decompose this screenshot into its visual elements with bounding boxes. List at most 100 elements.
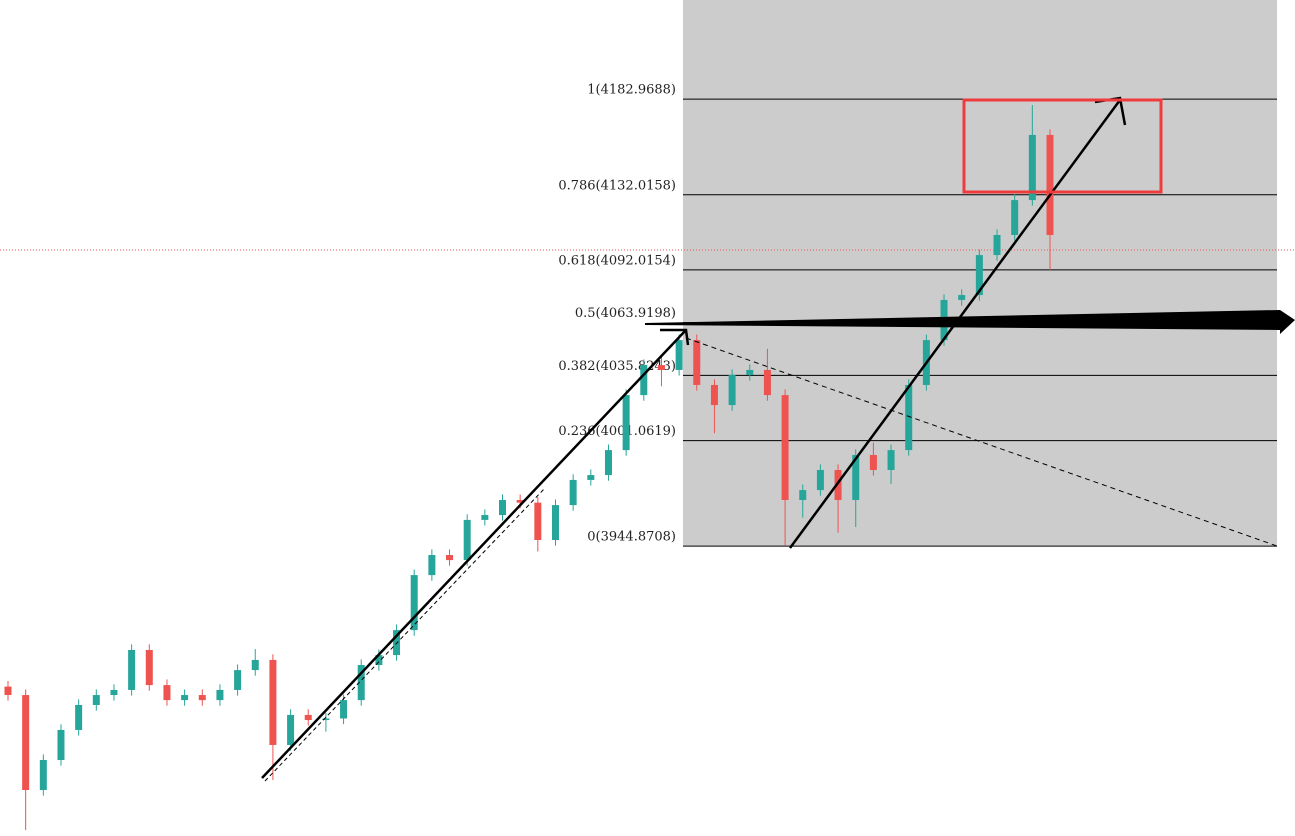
candle xyxy=(710,379,718,434)
candle-body xyxy=(357,665,365,701)
candle-body xyxy=(622,395,630,451)
candle-body xyxy=(446,555,454,561)
candle xyxy=(163,679,171,706)
candle-body xyxy=(128,649,136,690)
candle-body xyxy=(781,395,789,501)
candle xyxy=(604,444,612,481)
candle xyxy=(145,644,153,691)
candle xyxy=(234,664,242,696)
candle xyxy=(746,364,754,381)
candle xyxy=(799,484,807,518)
thick-arrow xyxy=(645,310,1295,334)
candle xyxy=(887,444,895,484)
candle-body xyxy=(340,700,348,719)
candle xyxy=(852,449,860,528)
candle-body xyxy=(993,234,1001,256)
candle-body xyxy=(834,469,842,501)
candle xyxy=(198,689,206,706)
candle-body xyxy=(905,384,913,451)
candle xyxy=(728,369,736,411)
candle xyxy=(287,709,295,751)
candle-body xyxy=(304,714,312,721)
candle-body xyxy=(287,714,295,745)
candle-body xyxy=(39,759,47,791)
candle xyxy=(958,289,966,306)
candle-body xyxy=(587,475,595,480)
candle-body xyxy=(975,255,983,296)
candle-body xyxy=(693,340,701,385)
candle-body xyxy=(163,685,171,701)
candle-body xyxy=(198,695,206,701)
candle-body xyxy=(551,505,559,541)
candle xyxy=(640,359,648,401)
candle-body xyxy=(145,649,153,686)
candle xyxy=(110,684,118,701)
candle xyxy=(57,724,65,766)
candle-body xyxy=(816,469,824,491)
candle-body xyxy=(22,695,30,791)
candle-body xyxy=(322,718,330,721)
fib-level-label: 0.618(4092.0154) xyxy=(558,253,676,268)
candle-body xyxy=(410,575,418,631)
candle xyxy=(410,569,418,636)
candle xyxy=(39,754,47,796)
candle-body xyxy=(710,384,718,406)
candle-body xyxy=(234,670,242,690)
candle-body xyxy=(852,454,860,501)
candle xyxy=(869,442,877,476)
candle-body xyxy=(569,479,577,506)
candle xyxy=(181,689,189,706)
candle xyxy=(587,469,595,486)
candle-body xyxy=(516,500,524,503)
candle xyxy=(251,649,259,676)
candle-body xyxy=(463,519,471,561)
trend-line-dashed xyxy=(264,487,546,782)
candle xyxy=(675,334,683,376)
candle-body xyxy=(534,502,542,541)
candle xyxy=(481,509,489,526)
candle-body xyxy=(640,365,648,396)
candle xyxy=(393,624,401,661)
candle-body xyxy=(393,630,401,656)
candle xyxy=(569,474,577,511)
candle xyxy=(534,497,542,552)
candle xyxy=(693,334,701,391)
candle-body xyxy=(499,500,507,516)
candle xyxy=(834,464,842,533)
candle-body xyxy=(428,555,436,576)
drawings xyxy=(261,96,1295,782)
arrow-head xyxy=(660,328,690,346)
candle xyxy=(1011,194,1019,241)
candle-body xyxy=(728,375,736,406)
candle-body xyxy=(75,704,83,730)
candle xyxy=(816,464,824,496)
candle xyxy=(657,356,665,387)
candle-body xyxy=(110,689,118,696)
candle xyxy=(905,379,913,456)
candle-body xyxy=(92,695,100,705)
candle-body xyxy=(4,686,12,696)
candle xyxy=(269,654,277,781)
candle-body xyxy=(869,454,877,470)
candle xyxy=(304,709,312,726)
candle-body xyxy=(958,295,966,300)
candle xyxy=(1028,105,1036,206)
candle xyxy=(1046,129,1054,270)
candle-body xyxy=(57,729,65,760)
candle-body xyxy=(887,450,895,470)
candle-body xyxy=(799,490,807,501)
candle xyxy=(463,514,471,566)
candle-body xyxy=(1011,200,1019,235)
fib-level-label: 0.5(4063.9198) xyxy=(575,306,676,321)
candle xyxy=(22,689,30,831)
candle-body xyxy=(216,689,224,701)
candle xyxy=(428,549,436,581)
candle-body xyxy=(657,365,665,370)
candle xyxy=(322,712,330,732)
highlight-box xyxy=(962,98,1163,194)
candle-body xyxy=(1046,134,1054,235)
trend-line xyxy=(261,329,687,779)
candle xyxy=(622,389,630,456)
candle-body xyxy=(375,655,383,666)
